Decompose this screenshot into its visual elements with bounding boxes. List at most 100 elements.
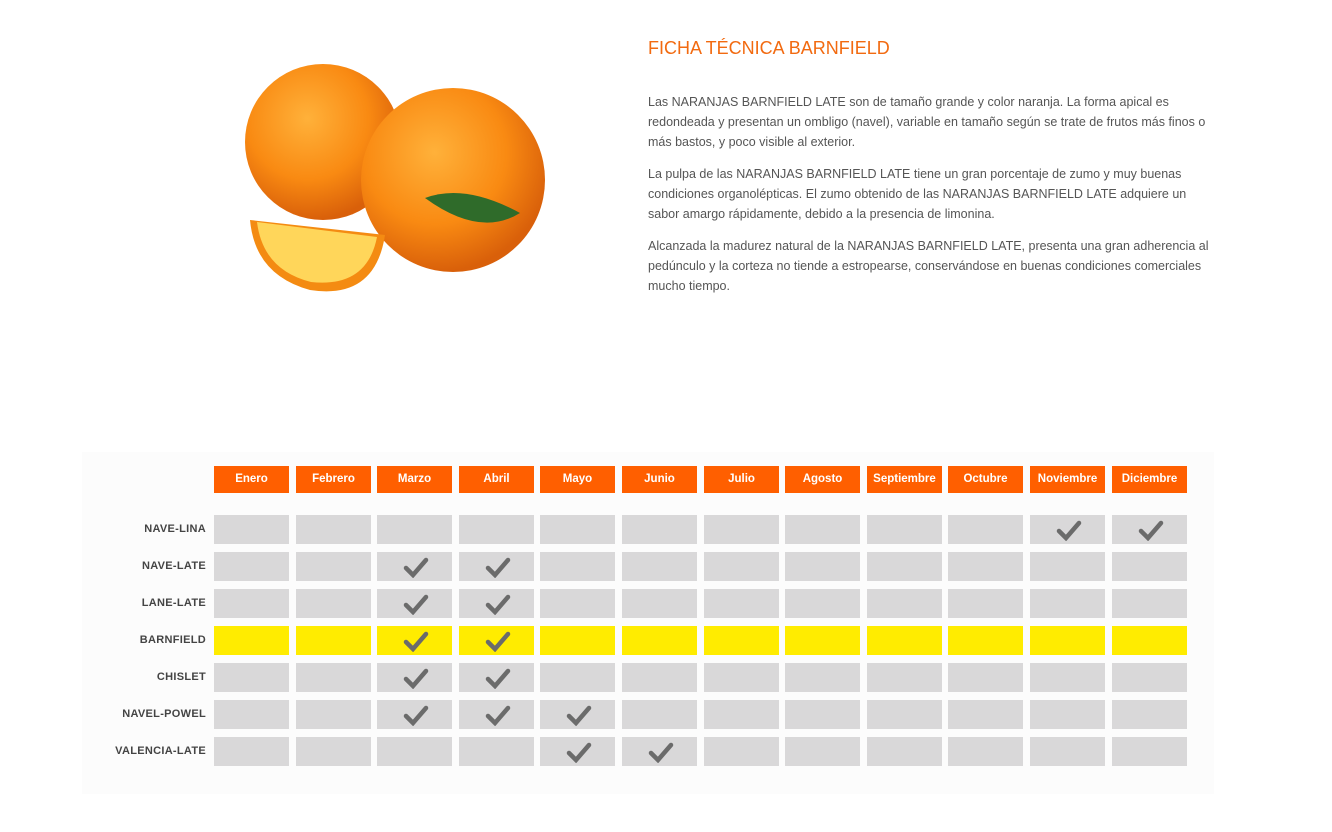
check-icon [1056,520,1082,541]
calendar-cell [296,737,371,766]
calendar-cell [704,589,779,618]
calendar-cell [704,663,779,692]
calendar-cell [377,737,452,766]
month-header: Febrero [296,466,371,493]
calendar-cell [540,737,615,766]
calendar-cell [459,589,534,618]
calendar-cell [622,700,697,729]
calendar-cell [948,552,1023,581]
calendar-cell [214,663,289,692]
calendar-cell [948,663,1023,692]
variety-label: VALENCIA-LATE [115,745,206,757]
calendar-cell [867,700,942,729]
month-header: Junio [622,466,697,493]
calendar-cell [785,626,860,655]
calendar-cell [622,552,697,581]
check-icon [485,557,511,578]
calendar-cell [1030,737,1105,766]
calendar-cell [704,700,779,729]
calendar-cell [867,515,942,544]
calendar-cell [459,700,534,729]
calendar-cell [214,626,289,655]
variety-label: BARNFIELD [139,634,206,646]
calendar-cell [377,626,452,655]
check-icon [566,742,592,763]
month-header: Noviembre [1030,466,1105,493]
calendar-cell [1112,515,1187,544]
calendar-cell [867,663,942,692]
calendar-cell [214,737,289,766]
variety-label: CHISLET [156,671,206,683]
calendar-cell [948,589,1023,618]
month-header: Septiembre [867,466,942,493]
harvest-calendar: Enero Febrero Marzo Abril Mayo Junio Julio Agos… [82,452,1214,794]
calendar-cell [377,552,452,581]
calendar-cell [867,589,942,618]
calendar-cell [1112,552,1187,581]
month-header: Enero [214,466,289,493]
calendar-cell [948,626,1023,655]
calendar-cell [296,700,371,729]
check-icon [403,594,429,615]
check-icon [403,705,429,726]
paragraph: La pulpa de las NARANJAS BARNFIELD LATE … [648,167,1187,221]
check-icon [566,705,592,726]
calendar-cell [622,626,697,655]
check-icon [403,631,429,652]
calendar-cell [1030,663,1105,692]
calendar-cell [704,737,779,766]
calendar-cell [1030,552,1105,581]
calendar-cell [377,515,452,544]
calendar-cell [1112,737,1187,766]
calendar-cell [296,663,371,692]
month-header: Marzo [377,466,452,493]
check-icon [485,668,511,689]
variety-label: NAVE-LINA [144,523,206,535]
month-header: Octubre [948,466,1023,493]
calendar-cell [1030,589,1105,618]
calendar-cell [622,515,697,544]
calendar-cell [214,515,289,544]
calendar-cell [540,663,615,692]
calendar-cell [948,700,1023,729]
calendar-cell [867,737,942,766]
month-header: Mayo [540,466,615,493]
calendar-cell [540,626,615,655]
calendar-cell [377,589,452,618]
page-title: FICHA TÉCNICA BARNFIELD [648,38,890,58]
calendar-cell [540,700,615,729]
calendar-cell [785,515,860,544]
check-icon [648,742,674,763]
calendar-cell [459,515,534,544]
month-header: Abril [459,466,534,493]
calendar-cell [867,552,942,581]
calendar-cell [1030,700,1105,729]
month-header: Agosto [785,466,860,493]
check-icon [403,668,429,689]
calendar-cell [785,737,860,766]
check-icon [485,705,511,726]
paragraph: Alcanzada la madurez natural de la NARAN… [648,239,1209,293]
calendar-cell [1030,626,1105,655]
calendar-cell [867,626,942,655]
month-header: Julio [704,466,779,493]
calendar-cell [540,515,615,544]
calendar-cell [459,737,534,766]
calendar-cell [214,700,289,729]
calendar-cell [377,663,452,692]
calendar-cell [296,515,371,544]
calendar-cell [948,515,1023,544]
calendar-cell [1030,515,1105,544]
calendar-cell [704,552,779,581]
calendar-cell [296,552,371,581]
calendar-cell [459,663,534,692]
calendar-cell [1112,589,1187,618]
variety-label: NAVE-LATE [141,560,206,572]
calendar-cell [622,737,697,766]
calendar-cell [540,552,615,581]
calendar-cell [459,552,534,581]
calendar-cell [459,626,534,655]
month-header: Diciembre [1112,466,1187,493]
calendar-cell [622,663,697,692]
check-icon [403,557,429,578]
